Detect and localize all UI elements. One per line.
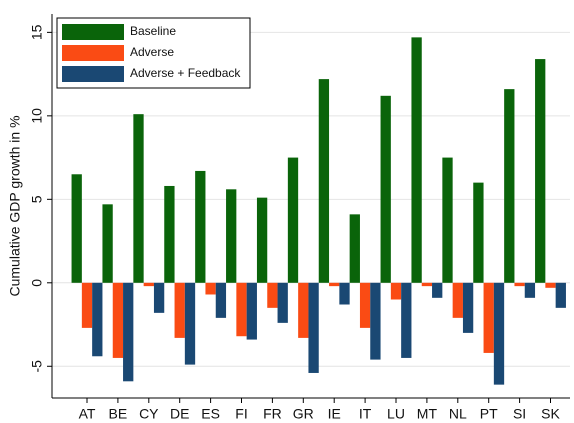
bar [359, 282, 371, 328]
x-tick-label: IT [359, 406, 372, 422]
bar [411, 37, 422, 283]
bar [143, 282, 154, 287]
x-tick-label: SI [513, 406, 526, 422]
bar [153, 282, 165, 313]
legend-label: Adverse [130, 45, 174, 59]
bar [462, 282, 474, 333]
bar [164, 185, 175, 283]
bar [277, 282, 288, 323]
bar [215, 282, 227, 318]
y-tick-label: 10 [29, 108, 45, 124]
x-tick-label: ES [201, 406, 220, 422]
bar [71, 174, 82, 283]
bar [92, 282, 103, 357]
bar [174, 282, 185, 338]
y-tick-label: -5 [29, 360, 45, 373]
bar [308, 282, 319, 373]
x-tick-label: FR [263, 406, 282, 422]
x-tick-label: DE [170, 406, 189, 422]
x-tick-label: CY [139, 406, 159, 422]
bar [81, 282, 93, 328]
bar [112, 282, 124, 358]
bar [287, 157, 299, 283]
bar [504, 89, 515, 283]
x-tick-label: IE [328, 406, 341, 422]
x-tick-label: MT [417, 406, 438, 422]
bar [452, 282, 463, 318]
y-tick-label: 5 [29, 195, 45, 203]
bar [524, 282, 536, 298]
bar [349, 214, 360, 283]
x-tick-label: AT [79, 406, 96, 422]
x-tick-label: LU [387, 406, 405, 422]
bar [226, 189, 237, 283]
bar [535, 59, 546, 283]
bar [102, 204, 113, 283]
bar [133, 114, 144, 283]
bar [401, 282, 412, 358]
bar [236, 282, 247, 337]
x-tick-label: NL [449, 406, 467, 422]
bar [184, 282, 196, 365]
bar [493, 282, 505, 385]
legend-label: Adverse + Feedback [130, 66, 241, 80]
bar [545, 282, 556, 288]
legend: Baseline Adverse Adverse + Feedback [56, 17, 251, 89]
x-tick-label: GR [293, 406, 314, 422]
y-tick-label: 15 [29, 24, 45, 40]
legend-swatch [62, 24, 124, 40]
bar [380, 95, 391, 283]
legend-swatch [62, 66, 124, 82]
x-tick-label: SK [541, 406, 560, 422]
bar [267, 282, 278, 308]
bar [514, 282, 525, 287]
bar [339, 282, 350, 305]
bar [442, 157, 453, 283]
bar [555, 282, 566, 308]
bar [473, 182, 484, 283]
x-tick-label: PT [480, 406, 498, 422]
x-tick-label: FI [235, 406, 247, 422]
x-tick-label: BE [109, 406, 128, 422]
bar [432, 282, 443, 298]
bar [318, 79, 330, 283]
bar [421, 282, 433, 287]
bar [256, 197, 268, 283]
legend-label: Baseline [130, 24, 176, 38]
bar [483, 282, 494, 353]
bar [195, 170, 206, 283]
bar [123, 282, 134, 382]
bar [370, 282, 381, 360]
bar [205, 282, 216, 295]
bar [329, 282, 340, 287]
y-tick-label: 0 [29, 279, 45, 287]
bar [246, 282, 257, 340]
y-axis-label: Cumulative GDP growth in % [7, 115, 23, 296]
bar [390, 282, 402, 300]
bar [298, 282, 309, 338]
legend-swatch [62, 45, 124, 61]
